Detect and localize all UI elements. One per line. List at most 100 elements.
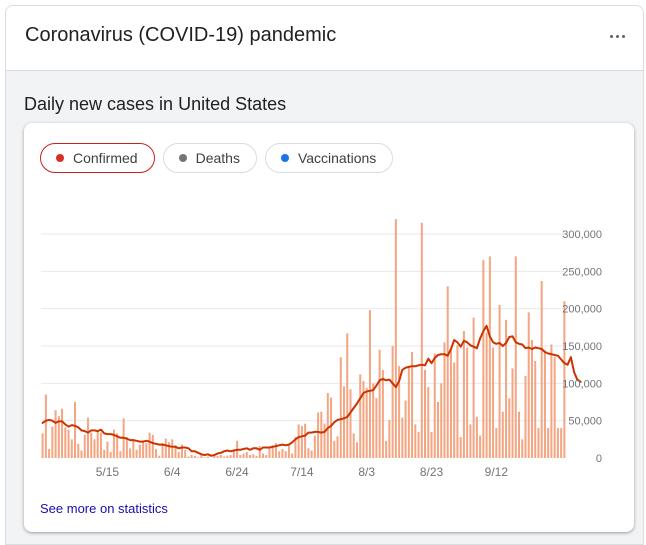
case-bar — [372, 383, 375, 458]
tab-label: Confirmed — [73, 150, 138, 166]
case-bar — [475, 416, 478, 458]
case-bar — [300, 425, 303, 458]
case-bar — [492, 347, 495, 458]
case-bar — [287, 443, 290, 458]
case-bar — [148, 432, 151, 458]
case-bar — [537, 428, 540, 458]
case-bar — [398, 366, 401, 458]
case-bar — [527, 312, 530, 458]
case-bar — [485, 332, 488, 458]
case-bar — [155, 449, 158, 458]
case-bar — [158, 455, 161, 458]
case-bar — [317, 412, 320, 458]
case-bar — [381, 369, 384, 458]
tab-vaccinations[interactable]: Vaccinations — [264, 143, 394, 173]
case-bar — [206, 456, 209, 458]
case-bar — [479, 435, 482, 458]
case-bar — [359, 374, 362, 458]
case-bar — [129, 448, 132, 458]
tab-confirmed[interactable]: Confirmed — [40, 143, 155, 173]
case-bar — [112, 429, 115, 458]
case-bar — [219, 455, 222, 458]
case-bar — [323, 423, 326, 458]
case-bar — [252, 454, 255, 458]
case-bar — [556, 428, 559, 458]
case-bar — [498, 304, 501, 458]
case-bar — [540, 281, 543, 458]
case-bar — [368, 310, 371, 458]
case-bar — [346, 333, 349, 458]
case-bar — [106, 441, 109, 458]
case-bar — [440, 383, 443, 458]
case-bar — [469, 424, 472, 458]
case-bar — [417, 431, 420, 458]
case-bar — [265, 455, 268, 458]
case-bar — [177, 452, 180, 458]
see-more-link[interactable]: See more on statistics — [40, 501, 168, 516]
case-bar — [453, 362, 456, 458]
case-bar — [446, 286, 449, 458]
case-bar — [57, 416, 60, 458]
case-bar — [436, 402, 439, 458]
case-bar — [151, 434, 154, 458]
x-tick-label: 8/23 — [420, 465, 444, 479]
case-bar — [294, 437, 297, 458]
case-bar — [352, 433, 355, 458]
section-heading: Daily new cases in United States — [24, 94, 287, 114]
case-bar — [456, 345, 459, 458]
case-bar — [255, 455, 258, 458]
case-bar — [74, 402, 77, 458]
x-axis-labels: 5/15 6/4 6/24 7/14 8/3 8/23 9/12 — [96, 465, 509, 479]
case-bar — [560, 428, 563, 458]
case-bar — [514, 256, 517, 458]
x-tick-label: 8/3 — [358, 465, 375, 479]
case-bar — [482, 260, 485, 458]
case-bar — [44, 394, 47, 458]
case-bar — [459, 437, 462, 458]
case-bar — [99, 432, 102, 458]
case-bar — [501, 411, 504, 458]
case-bar — [274, 443, 277, 458]
case-bar — [229, 455, 232, 458]
case-bar — [333, 440, 336, 458]
case-bar — [508, 398, 511, 458]
tab-deaths[interactable]: Deaths — [162, 143, 257, 173]
case-bar — [203, 457, 206, 458]
vaccinations-dot-icon — [280, 154, 289, 162]
case-bar — [401, 417, 404, 458]
y-tick-label: 200,000 — [562, 304, 602, 316]
case-bar — [245, 452, 248, 458]
case-bar — [420, 222, 423, 458]
case-bar — [161, 443, 164, 458]
case-bar — [411, 351, 414, 458]
case-bar — [271, 445, 274, 458]
case-bar — [184, 449, 187, 458]
case-bar — [414, 424, 417, 458]
case-bar — [239, 455, 242, 458]
case-bar — [145, 443, 148, 458]
x-tick-label: 6/4 — [164, 465, 181, 479]
line-layer — [41, 324, 582, 457]
case-bar — [142, 441, 145, 458]
case-bar — [223, 456, 226, 458]
case-bar — [563, 301, 566, 458]
case-bar — [171, 439, 174, 458]
case-bar — [443, 342, 446, 458]
case-bar — [96, 430, 99, 458]
case-bar — [339, 357, 342, 458]
y-tick-label: 50,000 — [568, 416, 602, 428]
card-title: Coronavirus (COVID-19) pandemic — [25, 24, 337, 46]
case-bar — [174, 445, 177, 458]
case-bar — [524, 375, 527, 458]
case-bar — [495, 428, 498, 458]
case-bar — [336, 436, 339, 458]
case-bar — [86, 417, 89, 458]
case-bar — [543, 350, 546, 458]
case-bar — [48, 449, 51, 458]
case-bar — [90, 432, 93, 458]
case-bar — [193, 455, 196, 458]
case-bar — [119, 451, 122, 458]
more-horiz-icon[interactable] — [605, 24, 629, 48]
y-tick-label: 100,000 — [562, 378, 602, 390]
case-bar — [304, 423, 307, 458]
